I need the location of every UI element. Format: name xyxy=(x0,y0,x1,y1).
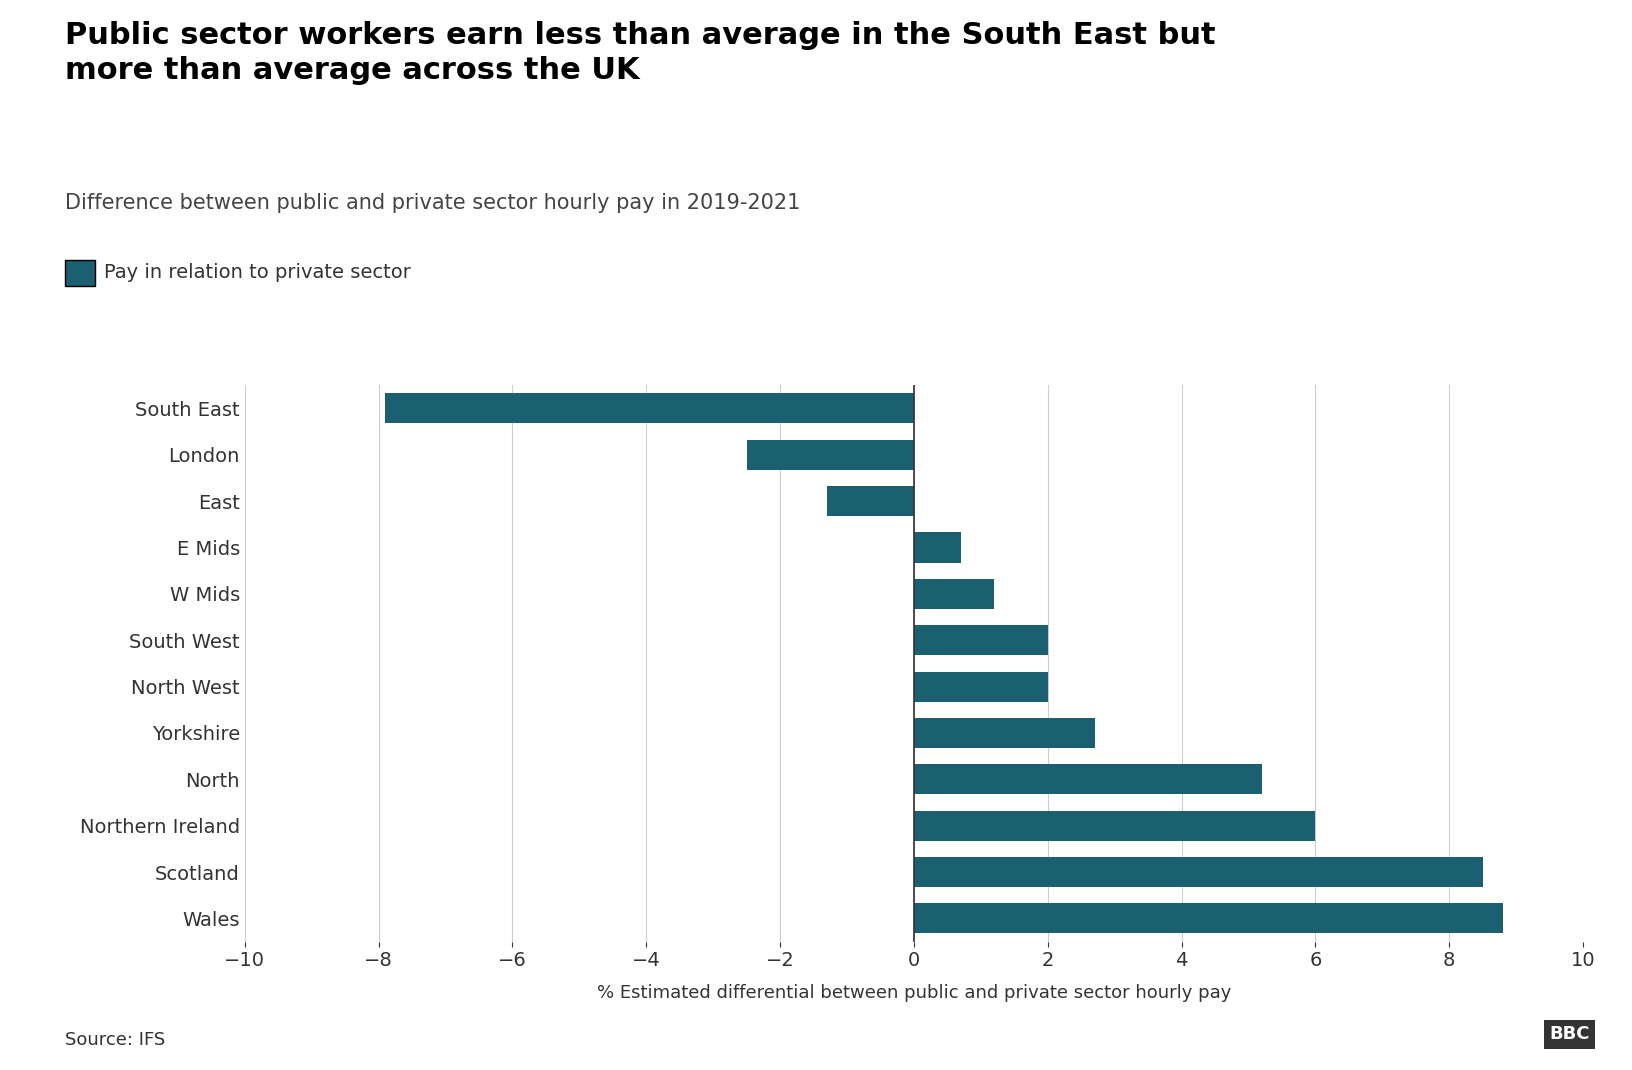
Bar xyxy=(827,486,914,516)
Bar xyxy=(914,857,1482,887)
Bar xyxy=(746,440,914,470)
Bar xyxy=(914,579,994,609)
X-axis label: % Estimated differential between public and private sector hourly pay: % Estimated differential between public … xyxy=(597,984,1231,1003)
Text: Difference between public and private sector hourly pay in 2019-2021: Difference between public and private se… xyxy=(65,193,801,213)
Bar xyxy=(385,394,914,424)
Bar xyxy=(914,903,1503,933)
Bar xyxy=(914,625,1048,655)
Text: Pay in relation to private sector: Pay in relation to private sector xyxy=(104,263,411,282)
Bar xyxy=(914,764,1262,794)
Bar xyxy=(914,718,1095,748)
Text: BBC: BBC xyxy=(1549,1025,1590,1043)
Bar xyxy=(914,811,1315,841)
Text: Source: IFS: Source: IFS xyxy=(65,1030,165,1049)
Text: Public sector workers earn less than average in the South East but
more than ave: Public sector workers earn less than ave… xyxy=(65,21,1216,86)
Bar xyxy=(914,672,1048,702)
Bar xyxy=(914,533,961,563)
